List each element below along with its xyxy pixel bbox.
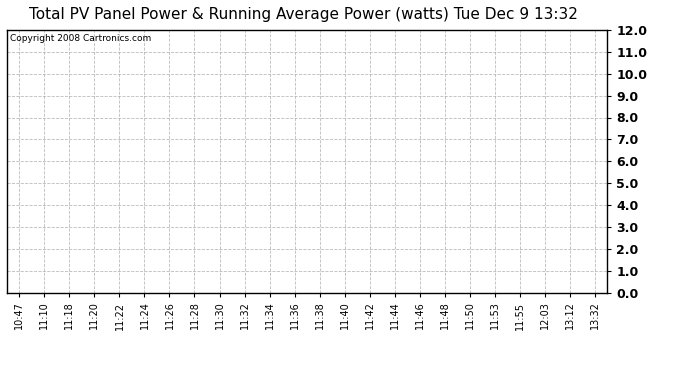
Text: Total PV Panel Power & Running Average Power (watts) Tue Dec 9 13:32: Total PV Panel Power & Running Average P… — [29, 8, 578, 22]
Text: Copyright 2008 Cartronics.com: Copyright 2008 Cartronics.com — [10, 34, 151, 43]
